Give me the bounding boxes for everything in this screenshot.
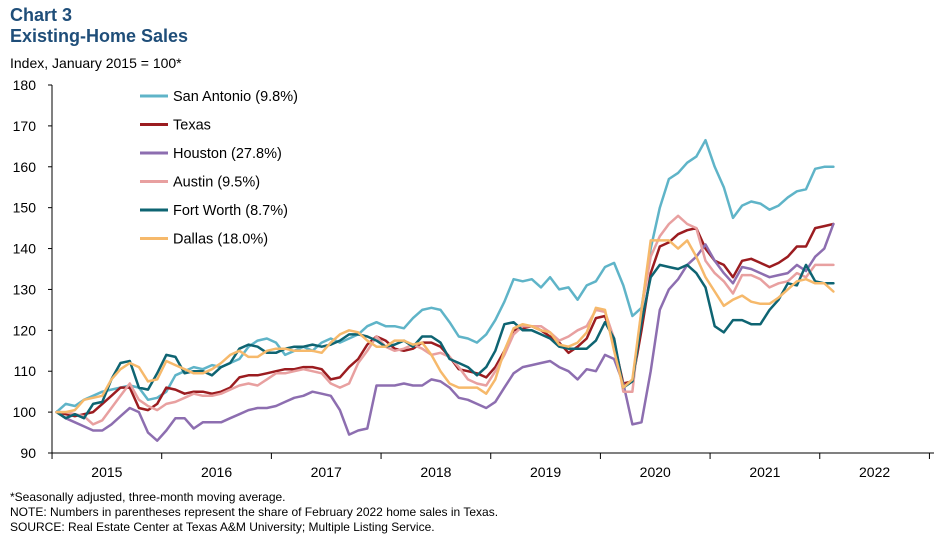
x-tick-labels: 2015 2016 2017 2018 2019 2020 2021 2022	[91, 464, 890, 480]
y-tick-label: 110	[14, 363, 37, 379]
note: NOTE: Numbers in parentheses represent t…	[10, 505, 499, 519]
series-line-houston	[55, 222, 835, 442]
legend-item: Austin (9.5%)	[140, 175, 260, 191]
y-tick-label: 140	[13, 241, 37, 257]
legend-label: Houston (27.8%)	[173, 146, 282, 162]
x-tick-label: 2021	[749, 464, 780, 480]
legend-item: Houston (27.8%)	[140, 146, 282, 162]
y-tick-label: 170	[13, 118, 37, 134]
y-tick-label: 150	[13, 200, 37, 216]
y-tick-label: 100	[13, 404, 37, 420]
chart-number: Chart 3	[10, 5, 73, 25]
legend-label: San Antonio (9.8%)	[173, 89, 298, 105]
x-tick-label: 2020	[640, 464, 671, 480]
legend: San Antonio (9.8%) Texas Houston (27.8%) Au…	[140, 89, 298, 248]
y-tick-label: 160	[13, 159, 37, 175]
x-tick-label: 2015	[91, 464, 122, 480]
x-tick-label: 2017	[311, 464, 342, 480]
source: SOURCE: Real Estate Center at Texas A&M …	[10, 520, 435, 534]
series-line-texas	[55, 222, 835, 418]
legend-item: San Antonio (9.8%)	[140, 89, 298, 105]
y-tick-label: 130	[13, 281, 37, 297]
legend-label: Dallas (18.0%)	[173, 232, 268, 248]
y-tick-label: 90	[20, 445, 36, 461]
legend-label: Texas	[173, 118, 211, 134]
y-tick-label: 180	[13, 77, 37, 93]
legend-item: Texas	[140, 118, 211, 134]
chart-title: Existing-Home Sales	[10, 26, 189, 46]
legend-label: Austin (9.5%)	[173, 175, 260, 191]
x-tick-label: 2018	[420, 464, 451, 480]
legend-item: Dallas (18.0%)	[140, 232, 268, 248]
y-axis-label: Index, January 2015 = 100*	[10, 55, 182, 71]
series-line-fort	[55, 263, 835, 420]
axes	[48, 84, 934, 459]
x-tick-label: 2016	[201, 464, 232, 480]
series-line-dallas	[55, 239, 835, 414]
x-tick-label: 2019	[530, 464, 561, 480]
legend-item: Fort Worth (8.7%)	[140, 203, 288, 219]
x-tick-label: 2022	[859, 464, 890, 480]
y-tick-labels: 90 100 110 120 130 140 150 160 170 180	[13, 77, 37, 461]
series-lines	[55, 138, 835, 442]
y-tick-label: 120	[13, 322, 37, 338]
footnote: *Seasonally adjusted, three-month moving…	[10, 490, 286, 504]
legend-label: Fort Worth (8.7%)	[173, 203, 288, 219]
series-line-austin	[55, 214, 835, 426]
